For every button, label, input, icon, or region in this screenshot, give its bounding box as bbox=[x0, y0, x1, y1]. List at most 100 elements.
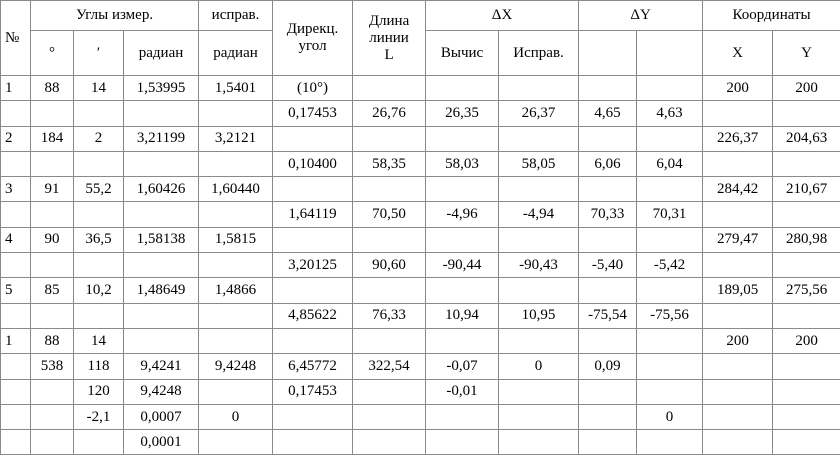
table-cell bbox=[578, 125, 638, 152]
table-cell bbox=[198, 252, 274, 279]
table-cell: 0,10400 bbox=[272, 150, 354, 178]
table-cell bbox=[272, 277, 354, 304]
header-row: № Углы измер. исправ. Дирекц. угол Длина… bbox=[0, 0, 840, 76]
table-cell: 1,4866 bbox=[198, 277, 274, 304]
table-cell: 1,58138 bbox=[122, 226, 200, 254]
header-cell: радиан bbox=[198, 30, 274, 76]
table-cell bbox=[352, 176, 427, 203]
table-cell bbox=[636, 74, 704, 102]
table-cell: 3,20125 bbox=[272, 252, 354, 279]
header-cell: ′ bbox=[73, 30, 124, 76]
table-cell bbox=[772, 353, 840, 380]
table-cell: 26,76 bbox=[352, 100, 427, 127]
table-cell: 58,05 bbox=[498, 150, 580, 178]
table-cell: 6,04 bbox=[636, 150, 704, 178]
table-cell bbox=[122, 252, 200, 279]
table-cell: 1,5401 bbox=[198, 74, 274, 102]
header-cell: № bbox=[0, 0, 31, 76]
table-cell bbox=[498, 74, 580, 102]
header-cell: исправ. bbox=[198, 0, 274, 31]
table-cell bbox=[702, 353, 774, 380]
table-cell: 0,0007 bbox=[122, 403, 200, 431]
table-cell: -4,96 bbox=[425, 201, 500, 228]
table-cell: 279,47 bbox=[702, 226, 774, 254]
table-cell bbox=[578, 74, 638, 102]
header-cell: Y bbox=[772, 30, 840, 76]
table-cell bbox=[578, 176, 638, 203]
header-cell: Дирекц. угол bbox=[272, 0, 354, 76]
table-cell bbox=[198, 150, 274, 178]
table-cell bbox=[352, 403, 427, 431]
table-cell bbox=[772, 252, 840, 279]
table-cell bbox=[198, 302, 274, 329]
table-cell: 1,64119 bbox=[272, 201, 354, 228]
table-cell bbox=[0, 201, 31, 228]
table-cell bbox=[636, 226, 704, 254]
header-cell: Исправ. bbox=[498, 30, 580, 76]
table-cell: 55,2 bbox=[73, 176, 124, 203]
table-cell bbox=[272, 176, 354, 203]
table-cell bbox=[578, 429, 638, 456]
table-cell bbox=[772, 403, 840, 431]
table-cell: -5,42 bbox=[636, 252, 704, 279]
table-cell bbox=[30, 100, 74, 127]
header-cell: X bbox=[702, 30, 774, 76]
table-cell: 6,45772 bbox=[272, 353, 354, 380]
table-row: 5 85 10,2 1,48649 1,4866 189,05 275,56 bbox=[0, 277, 840, 304]
table-cell bbox=[498, 176, 580, 203]
table-cell: 76,33 bbox=[352, 302, 427, 329]
header-cell bbox=[636, 30, 704, 76]
table-cell bbox=[425, 226, 500, 254]
table-cell bbox=[0, 150, 31, 178]
table-cell bbox=[498, 226, 580, 254]
table-cell: 91 bbox=[30, 176, 74, 203]
table-cell: 4 bbox=[0, 226, 31, 254]
table-cell: -4,94 bbox=[498, 201, 580, 228]
table-cell bbox=[198, 327, 274, 355]
table-cell bbox=[0, 378, 31, 405]
table-cell: 88 bbox=[30, 327, 74, 355]
table-cell bbox=[702, 378, 774, 405]
table-cell bbox=[636, 327, 704, 355]
table-cell: -75,54 bbox=[578, 302, 638, 329]
table-cell bbox=[352, 429, 427, 456]
table-cell: 3,2121 bbox=[198, 125, 274, 152]
table-cell: 14 bbox=[73, 74, 124, 102]
table-cell: 284,42 bbox=[702, 176, 774, 203]
table-cell: 3,21199 bbox=[122, 125, 200, 152]
table-cell bbox=[636, 176, 704, 203]
table-row: 538 118 9,4241 9,4248 6,45772 322,54 -0,07 0 0,0… bbox=[0, 353, 840, 380]
table-cell: 0,17453 bbox=[272, 378, 354, 405]
table-cell bbox=[772, 378, 840, 405]
table-cell bbox=[498, 378, 580, 405]
header-cell: ° bbox=[30, 30, 74, 76]
table-cell bbox=[702, 100, 774, 127]
table-cell bbox=[425, 403, 500, 431]
table-row: 4,85622 76,33 10,94 10,95 -75,54 -75,56 bbox=[0, 302, 840, 329]
header-cell: ΔX bbox=[425, 0, 580, 31]
table-cell: 322,54 bbox=[352, 353, 427, 380]
table-row: 1 88 14 200 200 bbox=[0, 327, 840, 355]
header-cell: радиан bbox=[122, 30, 200, 76]
table-cell bbox=[425, 327, 500, 355]
table-cell: 2 bbox=[73, 125, 124, 152]
table-cell bbox=[198, 100, 274, 127]
table-cell: 200 bbox=[702, 74, 774, 102]
table-row: 120 9,4248 0,17453 -0,01 bbox=[0, 378, 840, 405]
table-cell bbox=[498, 277, 580, 304]
table-row: 1,64119 70,50 -4,96 -4,94 70,33 70,31 bbox=[0, 201, 840, 228]
table-cell bbox=[272, 125, 354, 152]
header-cell: ΔY bbox=[578, 0, 704, 31]
table-cell bbox=[498, 429, 580, 456]
table-cell bbox=[702, 403, 774, 431]
table-cell: 1,53995 bbox=[122, 74, 200, 102]
table-cell bbox=[352, 327, 427, 355]
table-cell: 4,85622 bbox=[272, 302, 354, 329]
table-cell bbox=[0, 403, 31, 431]
table-cell bbox=[772, 150, 840, 178]
table-cell bbox=[0, 252, 31, 279]
table-cell: 70,33 bbox=[578, 201, 638, 228]
table-cell: 6,06 bbox=[578, 150, 638, 178]
table-cell: 36,5 bbox=[73, 226, 124, 254]
